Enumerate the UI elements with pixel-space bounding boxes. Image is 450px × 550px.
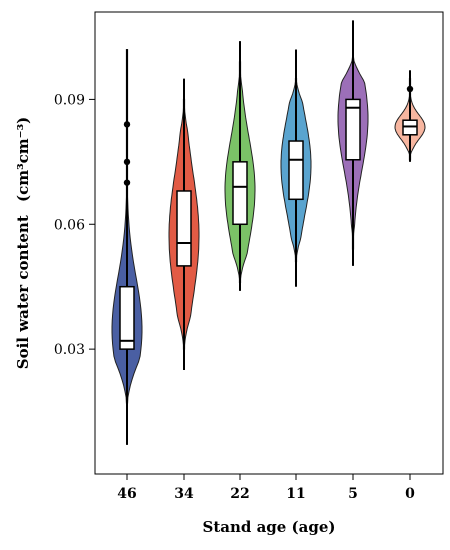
outlier-point (123, 158, 131, 166)
x-tick-label: 34 (174, 486, 194, 502)
violin-group-34 (168, 78, 200, 370)
x-tick-label: 5 (348, 486, 358, 502)
y-tick-label: 0.09 (54, 92, 85, 108)
iqr-box-34 (176, 190, 192, 267)
iqr-box-22 (232, 161, 248, 226)
x-tick-label: 46 (117, 486, 136, 502)
iqr-box-11 (288, 140, 304, 201)
violin-group-46 (111, 48, 143, 445)
violins-group (111, 20, 426, 445)
x-axis: 46 34 22 11 5 0 (117, 474, 415, 502)
x-tick-label: 22 (230, 486, 249, 502)
iqr-box-0 (402, 119, 418, 136)
violin-group-0 (394, 70, 426, 162)
y-axis-label: Soil water content (cm³cm⁻³) (14, 117, 32, 370)
plot-frame (94, 11, 444, 475)
y-tick-label: 0.03 (54, 342, 85, 358)
y-tick-label: 0.06 (54, 217, 85, 233)
outlier-point (406, 85, 414, 93)
iqr-box-46 (119, 285, 135, 350)
y-axis: 0.03 0.06 0.09 (54, 92, 95, 358)
x-tick-label: 11 (286, 486, 305, 502)
iqr-box-5 (345, 98, 361, 161)
x-tick-label: 0 (405, 486, 415, 502)
x-axis-label: Stand age (age) (202, 518, 335, 536)
y-axis-label-text: Soil water content (14, 215, 32, 369)
y-axis-label-unit: (cm³cm⁻³) (14, 117, 32, 202)
violin-group-22 (224, 41, 256, 291)
violin-group-11 (280, 49, 312, 287)
outlier-point (123, 179, 131, 186)
violin-group-5 (337, 20, 369, 266)
outlier-point (123, 121, 131, 128)
